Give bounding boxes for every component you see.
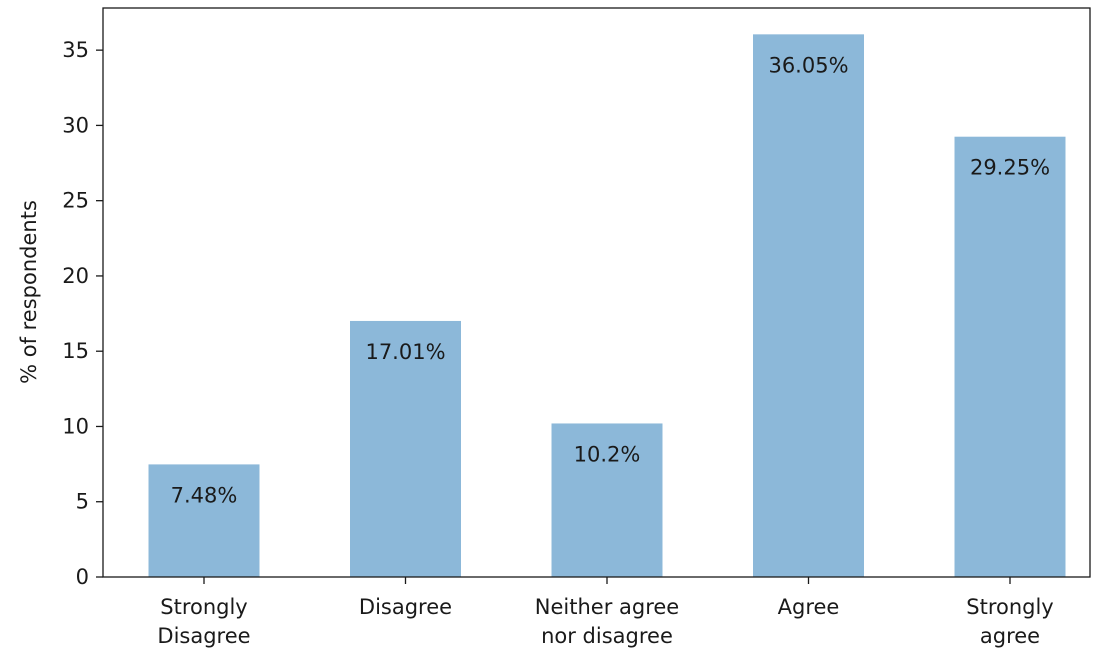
y-tick-label: 5	[76, 490, 89, 514]
y-tick-label: 30	[62, 113, 89, 137]
x-tick-label: Disagree	[359, 595, 452, 619]
y-axis-label: % of respondents	[17, 200, 41, 384]
x-tick-label: Strongly Disagree	[157, 595, 250, 648]
plot-area: 7.48% Strongly Disagree 17.01% Disagree 10.2%…	[62, 7, 1091, 648]
x-tick-label: Strongly agree	[966, 595, 1054, 648]
y-tick-label: 0	[76, 565, 89, 589]
data-label: 17.01%	[365, 340, 445, 364]
axes-frame	[102, 7, 1091, 578]
data-label: 29.25%	[970, 156, 1050, 180]
y-tick-label: 15	[62, 339, 89, 363]
bar	[954, 136, 1066, 577]
y-tick-label: 20	[62, 264, 89, 288]
x-tick-label: Agree	[778, 595, 840, 619]
data-label: 10.2%	[574, 442, 641, 466]
y-tick-label: 25	[62, 189, 89, 213]
bar	[753, 34, 864, 578]
bar	[148, 464, 260, 577]
data-label: 36.05%	[768, 53, 848, 77]
y-tick-label: 10	[62, 414, 89, 438]
data-label: 7.48%	[171, 483, 238, 507]
bar	[551, 423, 663, 577]
y-tick-label: 35	[62, 38, 89, 62]
x-tick-label: Neither agree nor disagree	[535, 595, 679, 648]
bar	[350, 320, 461, 577]
